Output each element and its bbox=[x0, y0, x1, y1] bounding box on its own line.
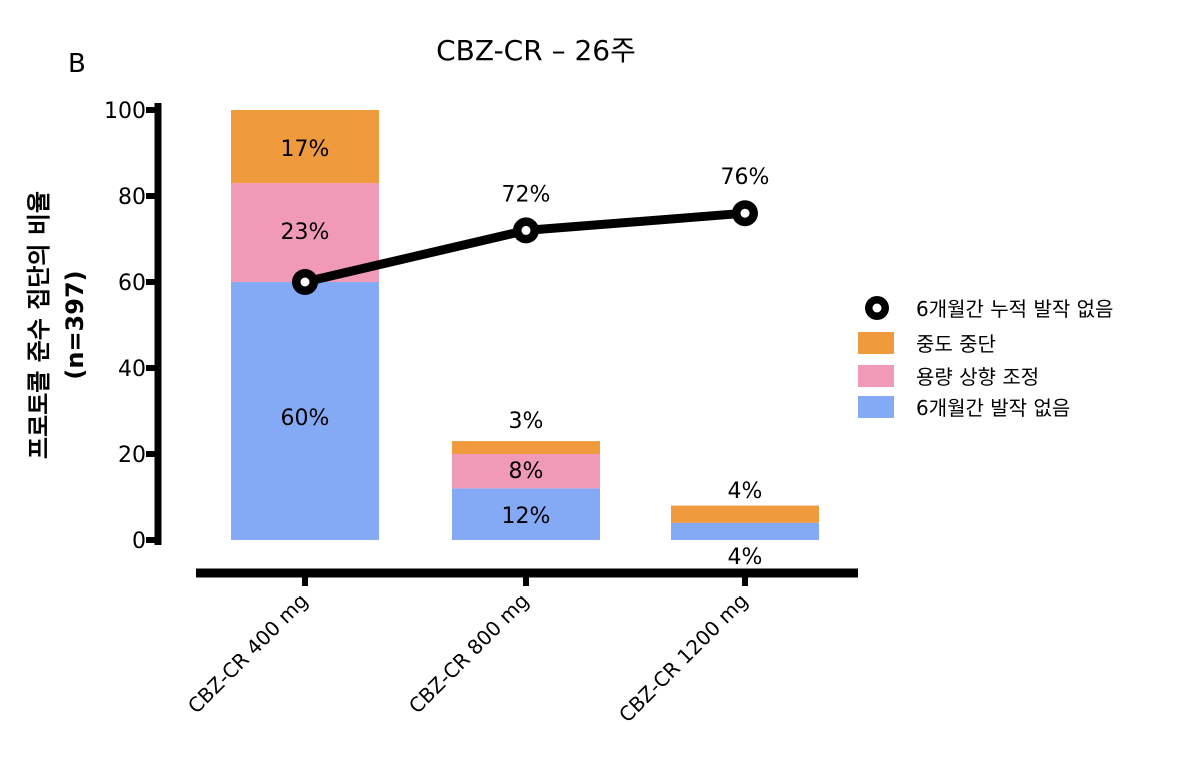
line-point-center bbox=[521, 225, 531, 235]
y-tick-label: 40 bbox=[118, 357, 146, 382]
y-tick-label: 100 bbox=[104, 99, 146, 124]
data-label: 4% bbox=[728, 479, 763, 504]
bar-segment bbox=[452, 488, 600, 540]
legend-marker-center bbox=[872, 303, 882, 313]
data-label: 12% bbox=[502, 504, 551, 529]
bar-segment bbox=[231, 183, 379, 282]
axes-group: 0 20 40 60 80 100 CBZ-CR 400 mg CBZ-CR 800 mg CB… bbox=[104, 99, 858, 727]
panel-label: B bbox=[68, 49, 86, 79]
data-label: 17% bbox=[281, 137, 330, 162]
line-point-center bbox=[300, 277, 310, 287]
bar-segment bbox=[231, 110, 379, 184]
bar-segment bbox=[452, 454, 600, 489]
y-tick-label: 80 bbox=[118, 185, 146, 210]
legend-swatch bbox=[858, 332, 894, 354]
y-axis-label-line1: 프로토콜 준수 집단의 비율 bbox=[25, 191, 53, 459]
bar-segment bbox=[452, 441, 600, 454]
chart-title: CBZ-CR – 26주 bbox=[436, 34, 636, 67]
legend-label: 6개월간 발작 없음 bbox=[916, 396, 1070, 420]
bar-segment bbox=[231, 282, 379, 540]
data-label: 3% bbox=[509, 409, 544, 434]
data-label: 60% bbox=[281, 406, 330, 431]
legend-swatch bbox=[858, 396, 894, 418]
data-label: 8% bbox=[509, 459, 544, 484]
line-point-label: 76% bbox=[721, 165, 770, 190]
y-tick-label: 60 bbox=[118, 271, 146, 296]
y-axis-label: 프로토콜 준수 집단의 비율 (n=397) bbox=[25, 191, 89, 459]
legend-label: 용량 상향 조정 bbox=[916, 365, 1039, 389]
legend-swatch bbox=[858, 365, 894, 387]
y-axis-label-line2: (n=397) bbox=[61, 270, 89, 379]
line-point-label: 72% bbox=[502, 182, 551, 207]
data-label: 23% bbox=[281, 220, 330, 245]
bar-segment bbox=[671, 505, 819, 523]
legend-label: 6개월간 누적 발작 없음 bbox=[916, 297, 1113, 321]
line-series-group: 72% 76% bbox=[292, 165, 769, 295]
line-point-center bbox=[740, 208, 750, 218]
bars-group: 60% 23% 17% 12% 8% 3% 4% 4% bbox=[231, 110, 819, 570]
bar-segment bbox=[671, 522, 819, 540]
data-label: 4% bbox=[728, 545, 763, 570]
x-tick-label: CBZ-CR 800 mg bbox=[404, 589, 534, 719]
x-tick-label: CBZ-CR 1200 mg bbox=[614, 589, 753, 728]
x-tick-label: CBZ-CR 400 mg bbox=[183, 589, 313, 719]
legend-label: 중도 중단 bbox=[916, 332, 996, 356]
y-tick-label: 0 bbox=[132, 529, 146, 554]
y-tick-label: 20 bbox=[118, 443, 146, 468]
